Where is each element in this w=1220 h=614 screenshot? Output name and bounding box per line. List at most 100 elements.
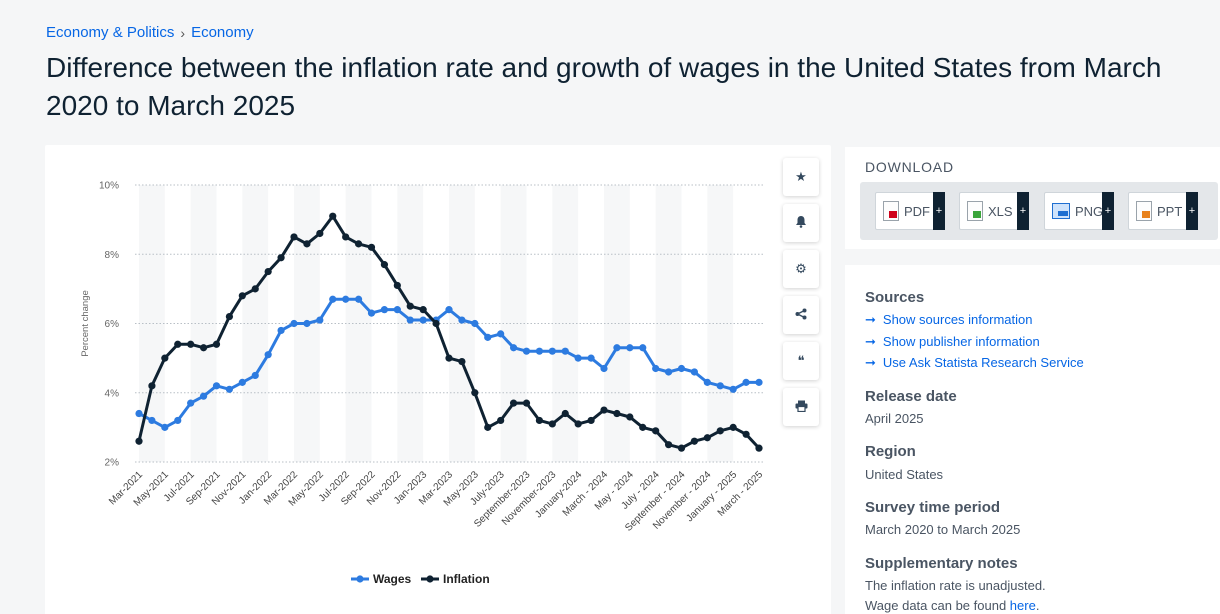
wages-point [535, 347, 544, 355]
wages-point [639, 344, 647, 352]
inflation-point [251, 285, 259, 293]
inflation-point [509, 399, 518, 407]
inflation-point [419, 306, 427, 314]
arrow-right-icon: ➞ [865, 355, 876, 370]
wages-point [135, 409, 143, 418]
inflation-point [277, 254, 285, 262]
inflation-point [484, 423, 492, 431]
download-png-label: PNG [1075, 203, 1104, 219]
wages-point [161, 423, 169, 431]
download-xls-button[interactable]: XLS + [959, 192, 1029, 230]
wages-point [484, 333, 492, 341]
inflation-point [613, 409, 621, 418]
wages-point [716, 382, 724, 390]
breadcrumb-link-economy-politics[interactable]: Economy & Politics [46, 24, 175, 41]
inflation-point [561, 409, 569, 418]
wages-point [148, 416, 156, 425]
wages-point [225, 385, 234, 393]
wages-point [187, 399, 195, 407]
wages-point [574, 354, 582, 362]
download-png-button[interactable]: PNG + [1044, 192, 1114, 230]
wages-point [703, 378, 711, 386]
ask-statista-link[interactable]: ➞ Use Ask Statista Research Service [865, 355, 1084, 371]
show-publisher-label: Show publisher information [882, 334, 1040, 349]
wages-point [742, 378, 750, 386]
show-sources-link[interactable]: ➞ Show sources information [865, 312, 1032, 328]
show-sources-label: Show sources information [882, 312, 1033, 327]
wages-point [445, 306, 453, 314]
download-bar: PDF + XLS + PNG + PPT + [860, 182, 1218, 240]
print-icon [795, 400, 808, 415]
inflation-point [290, 233, 298, 241]
inflation-point [199, 344, 208, 352]
wages-point [238, 378, 246, 386]
notification-button[interactable] [783, 204, 819, 242]
inflation-point [445, 354, 453, 362]
inflation-point [458, 357, 466, 366]
wages-point [290, 319, 298, 328]
wages-point [380, 306, 389, 314]
download-ppt-button[interactable]: PPT + [1128, 192, 1198, 230]
region-value: United States [865, 467, 944, 482]
inflation-point [135, 437, 143, 445]
wages-point [419, 316, 427, 324]
plus-icon: + [1102, 192, 1114, 230]
y-axis-label: Percent change [80, 290, 91, 357]
settings-button[interactable]: ⚙ [783, 250, 819, 288]
inflation-point [742, 430, 750, 438]
wages-point [393, 306, 401, 314]
wages-point [471, 319, 479, 328]
wage-data-link[interactable]: here [1009, 598, 1036, 613]
wages-point [677, 364, 686, 373]
wages-point [613, 344, 621, 352]
wages-point [497, 330, 505, 338]
inflation-point [316, 229, 324, 238]
download-title: DOWNLOAD [865, 159, 954, 175]
chart-card: 2% 4% 6% 8% 10% Percent change Mar-2021 May-202… [45, 145, 831, 614]
print-button[interactable] [783, 388, 819, 426]
wages-point [652, 364, 660, 373]
inflation-point [264, 267, 272, 276]
arrow-right-icon: ➞ [865, 334, 876, 349]
inflation-point [574, 420, 582, 428]
show-publisher-link[interactable]: ➞ Show publisher information [865, 334, 1040, 350]
breadcrumb-link-economy[interactable]: Economy [191, 24, 254, 41]
breadcrumb-separator: › [180, 24, 186, 41]
wages-point [277, 326, 285, 335]
share-button[interactable] [783, 296, 819, 334]
notes-line-2-text: Wage data can be found [865, 598, 1010, 613]
survey-period-heading: Survey time period [865, 499, 1001, 516]
download-xls-label: XLS [988, 203, 1013, 219]
release-date-value: April 2025 [865, 411, 924, 426]
wages-point [587, 354, 595, 362]
wages-point [690, 368, 699, 376]
notes-line-2: Wage data can be found here. [865, 598, 1039, 613]
plus-icon: + [1186, 192, 1198, 230]
gear-icon: ⚙ [795, 261, 807, 276]
wages-point [509, 344, 518, 352]
arrow-right-icon: ➞ [865, 312, 876, 327]
download-pdf-label: PDF [904, 203, 930, 219]
download-pdf-button[interactable]: PDF + [875, 192, 945, 230]
inflation-point [342, 233, 350, 241]
inflation-point [393, 281, 401, 290]
png-file-icon [1052, 203, 1070, 219]
cite-button[interactable]: ❝ [783, 342, 819, 380]
supplementary-notes-heading: Supplementary notes [865, 555, 1018, 572]
sources-heading: Sources [865, 289, 925, 306]
plot-band [655, 185, 682, 462]
inflation-point [161, 354, 169, 362]
y-tick-label: 6% [105, 319, 120, 330]
inflation-point [690, 437, 699, 445]
wages-point [342, 295, 350, 303]
quote-icon: ❝ [797, 353, 805, 368]
inflation-point [354, 240, 363, 248]
inflation-point [652, 427, 660, 435]
wages-point [755, 378, 763, 386]
wages-point [316, 316, 324, 324]
inflation-point [716, 427, 724, 435]
inflation-point [522, 399, 531, 407]
favorite-button[interactable]: ★ [783, 158, 819, 196]
inflation-point [432, 319, 440, 328]
share-icon [795, 308, 807, 323]
